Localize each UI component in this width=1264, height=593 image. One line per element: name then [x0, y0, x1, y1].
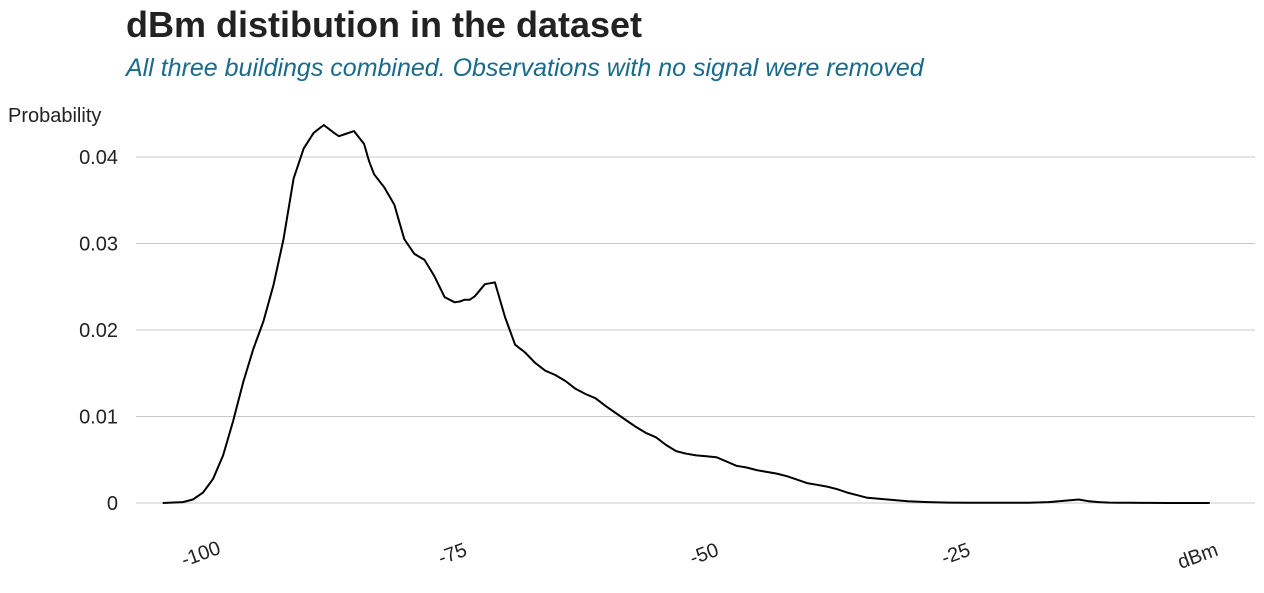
y-tick-label: 0.02: [79, 320, 118, 342]
x-tick-label: -100: [178, 537, 223, 571]
y-tick-label: 0.04: [79, 147, 118, 169]
density-series: [162, 124, 1210, 504]
density-line: [162, 124, 1210, 504]
y-tick-label: 0: [107, 493, 118, 515]
x-tick-label: -50: [687, 539, 722, 570]
y-tick-label: 0.01: [79, 407, 118, 429]
y-axis-ticks: 0 0.01 0.02 0.03 0.04: [79, 147, 118, 515]
x-axis-ticks: -100 -75 -50 -25: [178, 537, 973, 571]
y-axis-title: Probability: [8, 105, 101, 127]
x-tick-label: -25: [939, 539, 974, 570]
chart-title: dBm distibution in the dataset: [126, 4, 643, 45]
x-axis-title: dBm: [1175, 539, 1221, 574]
y-tick-label: 0.03: [79, 234, 118, 256]
chart-subtitle: All three buildings combined. Observatio…: [126, 54, 924, 82]
grid-lines: [136, 156, 1255, 504]
x-tick-label: -75: [435, 539, 470, 570]
